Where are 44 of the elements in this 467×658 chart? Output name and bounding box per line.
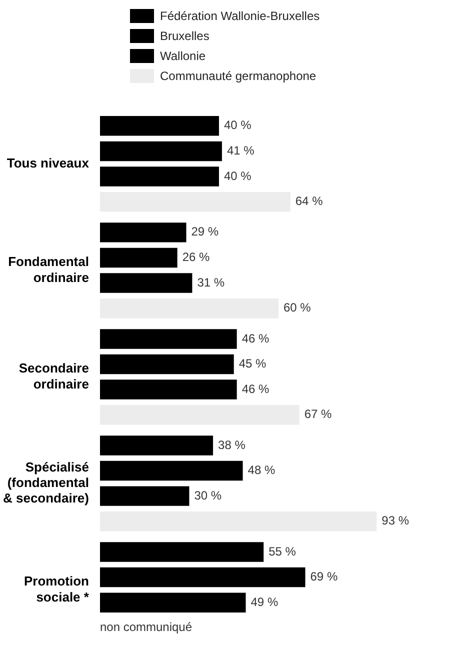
bar [100,567,306,588]
data-label: 41 % [226,144,255,158]
bar [100,116,219,136]
data-label: 67 % [304,407,332,422]
data-label: 26 % [182,250,210,264]
y-tick-label: Secondaire ordinaire [18,360,89,392]
bar [100,380,237,400]
bar [100,460,243,481]
legend-label: Wallonie [160,49,206,63]
data-label: 49 % [250,594,278,609]
bar [100,592,246,612]
bar [100,436,214,456]
data-label: 69 % [310,570,338,584]
bar [100,222,186,242]
bar [100,486,190,506]
data-label: 30 % [194,488,222,502]
bar [100,329,237,349]
y-tick-label: Promotion sociale * [24,574,90,604]
data-label: 55 % [268,544,296,558]
y-tick-label: Tous niveaux [6,155,90,170]
legend-label: Fédération Wallonie-Bruxelles [160,9,320,23]
data-label: 64 % [295,194,324,208]
bar [100,273,192,293]
data-label: 46 % [242,331,270,346]
data-label: 48 % [248,463,276,478]
data-label: 40 % [224,118,252,132]
legend-label: Bruxelles [160,29,210,43]
data-label: 29 % [191,224,219,239]
legend-label: Communauté germanophone [160,69,316,83]
data-label: 31 % [197,275,225,290]
bar [100,542,264,562]
data-label: 46 % [242,382,270,396]
bar [100,354,234,374]
data-label: 93 % [382,514,410,528]
data-label: 40 % [224,168,252,183]
y-tick-label: Spécialisé (fondamental & secondaire) [2,459,89,506]
bar [100,248,178,268]
text: non communiqué [100,620,192,634]
data-label: 60 % [283,300,312,315]
data-label: 45 % [238,356,267,371]
data-label: 38 % [218,438,246,452]
bar [100,166,219,186]
bar [100,141,222,162]
y-tick-label: Fondamental ordinaire [8,254,89,285]
